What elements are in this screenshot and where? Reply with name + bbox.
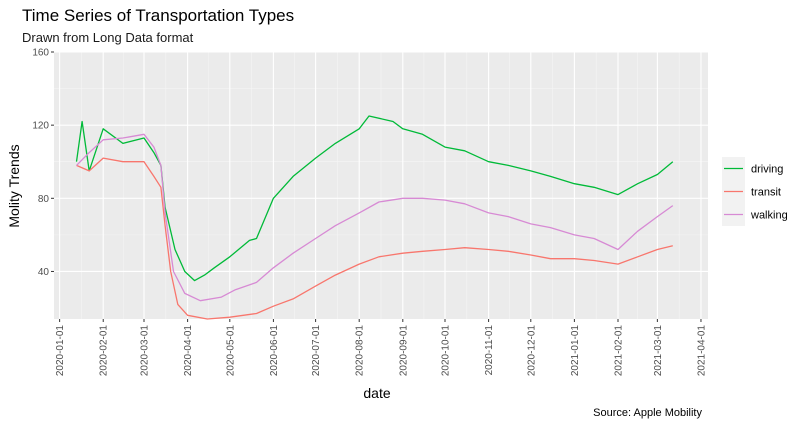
legend: driving transit walking [722,157,788,226]
x-tick-label: 2020-05-01 [225,325,236,377]
series-line-driving [75,115,674,282]
series-lines [75,115,674,320]
x-tick-label: 2020-12-01 [526,325,537,377]
y-tick-label: 160 [32,48,49,59]
x-tick-label: 2020-04-01 [183,325,194,377]
x-tick-label: 2020-09-01 [398,325,409,377]
x-axis: 2020-01-01 2020-02-01 2020-03-01 2020-04-01… [55,319,707,376]
x-tick-label: 2020-11-01 [484,325,495,376]
caption: Source: Apple Mobility [593,407,702,419]
y-tick-label: 40 [38,267,50,278]
legend-label-walking: walking [750,210,788,222]
x-tick-label: 2021-02-01 [613,325,624,377]
chart-subtitle: Drawn from Long Data format [22,30,194,45]
x-axis-title: date [363,385,390,401]
series-line-walking [76,133,674,302]
x-tick-label: 2020-02-01 [99,325,110,377]
legend-label-transit: transit [751,187,781,199]
y-tick-label: 80 [38,194,50,205]
x-tick-label: 2020-08-01 [355,325,366,377]
y-tick-label: 120 [32,121,49,132]
grid-lines [54,51,708,319]
y-axis: 40 80 120 160 [32,48,54,278]
x-tick-label: 2020-10-01 [440,325,451,377]
series-line-transit [76,157,673,320]
chart-title: Time Series of Transportation Types [22,6,294,25]
legend-label-driving: driving [751,164,783,176]
x-tick-label: 2021-04-01 [696,325,707,377]
x-tick-label: 2020-07-01 [311,325,322,377]
x-tick-label: 2020-01-01 [55,325,66,377]
x-tick-label: 2021-01-01 [570,325,581,377]
x-tick-label: 2020-06-01 [269,325,280,377]
x-tick-label: 2020-03-01 [140,325,151,377]
x-tick-label: 2021-03-01 [653,325,664,377]
y-axis-title: Molity Trends [6,144,22,227]
